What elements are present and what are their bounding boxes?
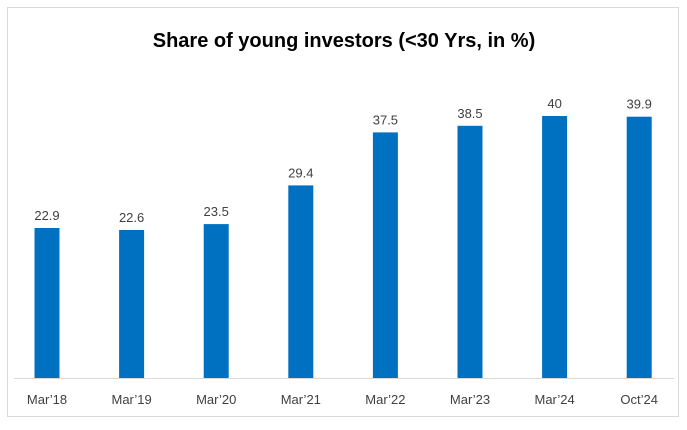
x-tick-label-0: Mar’18 [27, 392, 67, 407]
bar-6 [542, 116, 568, 378]
x-tick-labels-group: Mar’18 Mar’19 Mar’20 Mar’21 Mar’22 Mar’23 Mar’… [27, 392, 658, 407]
chart-frame: Share of young investors (<30 Yrs, in %)… [7, 7, 679, 417]
data-label-4: 37.5 [373, 112, 398, 127]
x-tick-label-1: Mar’19 [111, 392, 151, 407]
data-label-0: 22.9 [34, 208, 59, 223]
chart-title: Share of young investors (<30 Yrs, in %) [152, 30, 536, 52]
x-tick-label-2: Mar’20 [196, 392, 236, 407]
x-tick-label-6: Mar’24 [534, 392, 574, 407]
data-label-2: 23.5 [204, 204, 229, 219]
data-label-3: 29.4 [288, 165, 313, 180]
data-labels-group: 22.9 22.6 23.5 29.4 37.5 38.5 40 39.9 [34, 96, 652, 225]
x-tick-label-7: Oct’24 [620, 392, 658, 407]
x-tick-label-4: Mar’22 [365, 392, 405, 407]
data-label-7: 39.9 [627, 97, 652, 112]
bar-1 [119, 230, 145, 378]
x-tick-label-5: Mar’23 [450, 392, 490, 407]
bar-2 [203, 224, 229, 378]
bar-4 [372, 132, 398, 378]
bar-3 [288, 185, 314, 378]
bar-chart: 22.9 22.6 23.529.437.5 38.540 39.9 Mar’18 Mar… [14, 96, 674, 407]
data-label-6: 40 [547, 96, 561, 111]
bars-group [34, 116, 652, 378]
bar-0 [34, 228, 60, 378]
data-label-5: 38.5 [457, 106, 482, 121]
x-tick-label-3: Mar’21 [281, 392, 321, 407]
data-label-1: 22.6 [119, 210, 144, 225]
bar-7 [626, 116, 652, 378]
bar-5 [457, 125, 483, 378]
